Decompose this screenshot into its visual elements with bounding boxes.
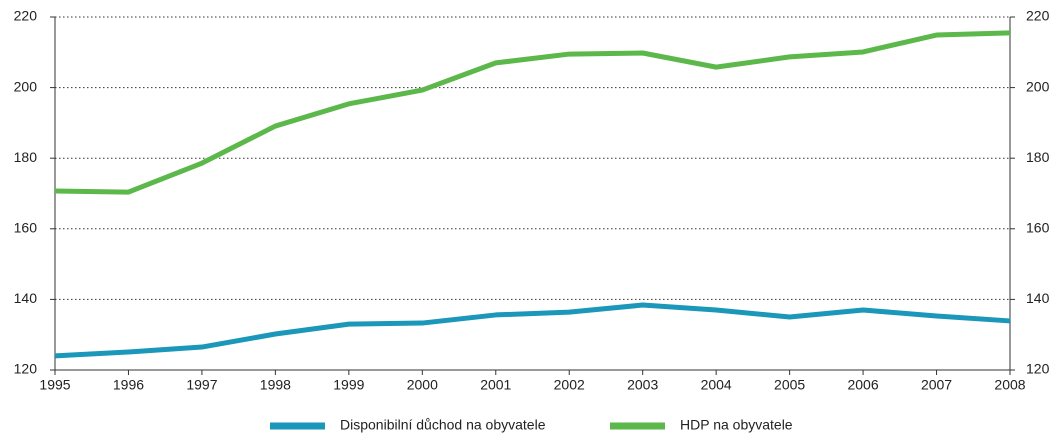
legend-label: Disponibilní důchod na obyvatele: [340, 417, 546, 433]
x-tick-label: 2000: [407, 377, 438, 393]
x-tick-label: 1998: [260, 377, 291, 393]
y-tick-label: 160: [14, 220, 38, 236]
x-tick-label: 2002: [554, 377, 585, 393]
y2-tick-label: 160: [1026, 220, 1050, 236]
x-tick-label: 2007: [921, 377, 952, 393]
x-tick-label: 2008: [994, 377, 1025, 393]
y-tick-label: 220: [14, 8, 38, 24]
series-line: [54, 30, 1011, 195]
x-tick-label: 1999: [333, 377, 364, 393]
y2-tick-label: 180: [1026, 149, 1050, 165]
x-tick-label: 2001: [480, 377, 511, 393]
y-tick-label: 140: [14, 290, 38, 306]
y2-tick-label: 220: [1026, 8, 1050, 24]
x-tick-label: 1997: [186, 377, 217, 393]
x-tick-label: 2004: [701, 377, 732, 393]
y-tick-label: 200: [14, 78, 38, 94]
y2-tick-label: 200: [1026, 78, 1050, 94]
series-line: [54, 302, 1011, 359]
y2-tick-label: 140: [1026, 290, 1050, 306]
x-tick-label: 1996: [113, 377, 144, 393]
x-tick-label: 2006: [847, 377, 878, 393]
x-tick-label: 2003: [627, 377, 658, 393]
y2-tick-label: 120: [1026, 361, 1050, 377]
y-tick-label: 120: [14, 361, 38, 377]
x-tick-label: 2005: [774, 377, 805, 393]
legend-label: HDP na obyvatele: [680, 417, 793, 433]
y-tick-label: 180: [14, 149, 38, 165]
x-tick-label: 1995: [39, 377, 70, 393]
